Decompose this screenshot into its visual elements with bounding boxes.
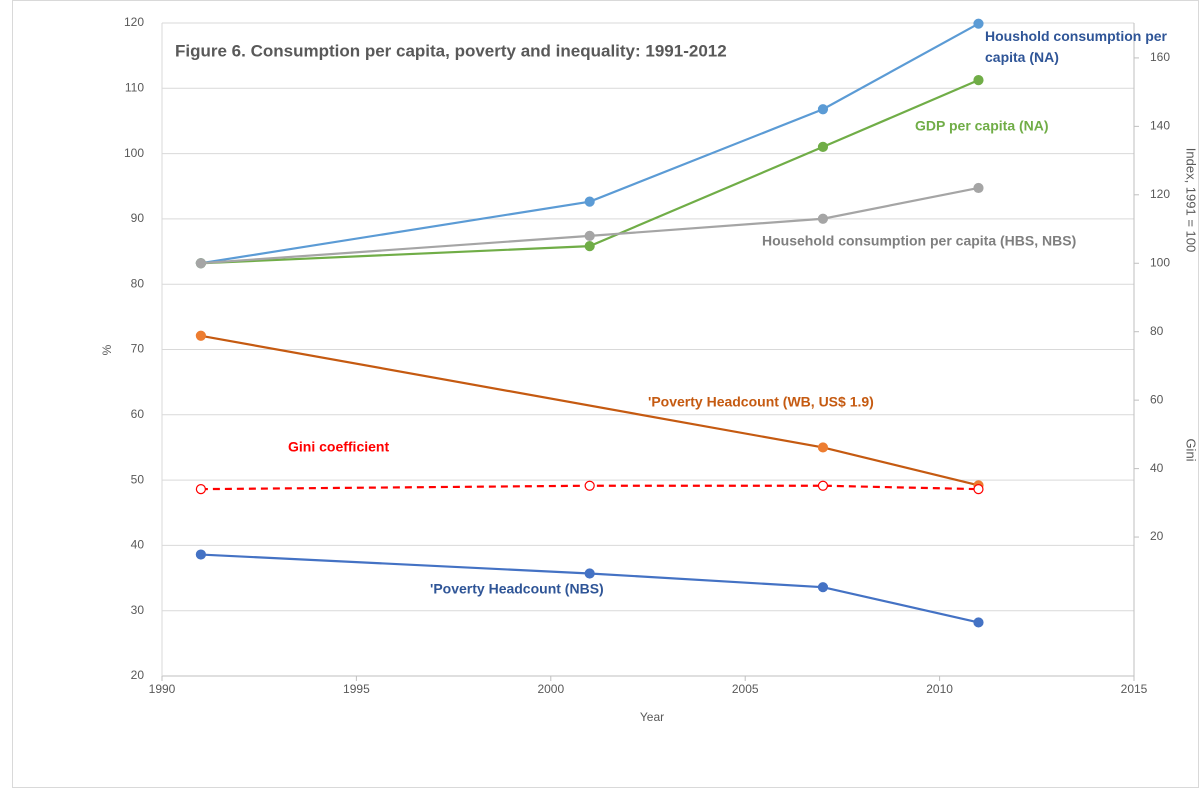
series-label: 'Poverty Headcount (WB, US$ 1.9) <box>648 394 874 410</box>
y-tick-label: 80 <box>131 276 145 290</box>
data-point <box>195 258 206 269</box>
y2-axis-title: Index, 1991 = 100 <box>1184 148 1199 252</box>
x-tick-label: 2010 <box>926 682 953 696</box>
y-tick-label: 70 <box>131 342 145 356</box>
series-label: Household consumption per capita (HBS, N… <box>762 233 1076 249</box>
x-tick-label: 1995 <box>343 682 370 696</box>
data-point <box>817 480 829 491</box>
data-point <box>584 480 595 491</box>
series-label-box: Houshold consumption per capita (NA) <box>985 28 1167 65</box>
data-point <box>195 549 206 560</box>
series-line <box>200 484 979 491</box>
series-line <box>200 553 979 624</box>
data-point <box>584 230 595 241</box>
y-tick-label: 90 <box>131 211 145 225</box>
x-tick-label: 2005 <box>732 682 759 696</box>
y-tick-label: 40 <box>131 538 145 552</box>
data-point <box>817 582 829 593</box>
x-tick-label: 2000 <box>537 682 564 696</box>
y2-tick-label: 140 <box>1150 119 1170 133</box>
y-axis-title: % <box>100 344 114 355</box>
data-point <box>584 568 595 579</box>
y-tick-label: 100 <box>124 146 144 160</box>
data-point <box>973 182 984 194</box>
data-point <box>584 196 595 207</box>
data-point <box>973 18 984 29</box>
y-tick-label: 30 <box>131 603 145 617</box>
y2-tick-label: 20 <box>1150 529 1164 543</box>
data-point <box>817 442 829 453</box>
data-point <box>195 484 206 495</box>
y2-axis-title: Gini <box>1184 438 1199 461</box>
y-tick-label: 120 <box>124 15 144 29</box>
y2-tick-label: 100 <box>1150 255 1170 269</box>
y2-tick-label: 160 <box>1150 50 1170 64</box>
y2-tick-label: 40 <box>1150 461 1164 475</box>
series-label: GDP per capita (NA) <box>915 118 1049 134</box>
chart-title: Figure 6. Consumption per capita, povert… <box>175 41 727 60</box>
data-point <box>973 484 984 495</box>
data-point <box>817 141 829 152</box>
series-line <box>200 79 979 265</box>
data-point <box>584 241 595 252</box>
y-tick-label: 20 <box>131 668 145 682</box>
y2-tick-label: 120 <box>1150 187 1170 201</box>
x-tick-label: 2015 <box>1121 682 1148 696</box>
series-label: Houshold consumption per capita (NA) <box>985 28 1167 65</box>
y2-tick-label: 60 <box>1150 392 1164 406</box>
x-tick-label: 1990 <box>149 682 176 696</box>
y-tick-label: 110 <box>125 80 144 94</box>
data-point <box>817 213 829 224</box>
data-point <box>973 75 984 86</box>
y-tick-label: 50 <box>131 472 145 486</box>
series-label: Gini coefficient <box>288 439 389 455</box>
series-line <box>200 186 979 265</box>
series-line <box>200 22 980 265</box>
y2-tick-label: 80 <box>1150 324 1164 338</box>
series-label: 'Poverty Headcount (NBS) <box>430 581 604 597</box>
chart-frame <box>12 0 1199 788</box>
data-point <box>817 104 829 115</box>
x-axis-title: Year <box>640 710 664 724</box>
y-tick-label: 60 <box>131 407 145 421</box>
data-point <box>195 330 206 341</box>
data-point <box>973 617 984 628</box>
